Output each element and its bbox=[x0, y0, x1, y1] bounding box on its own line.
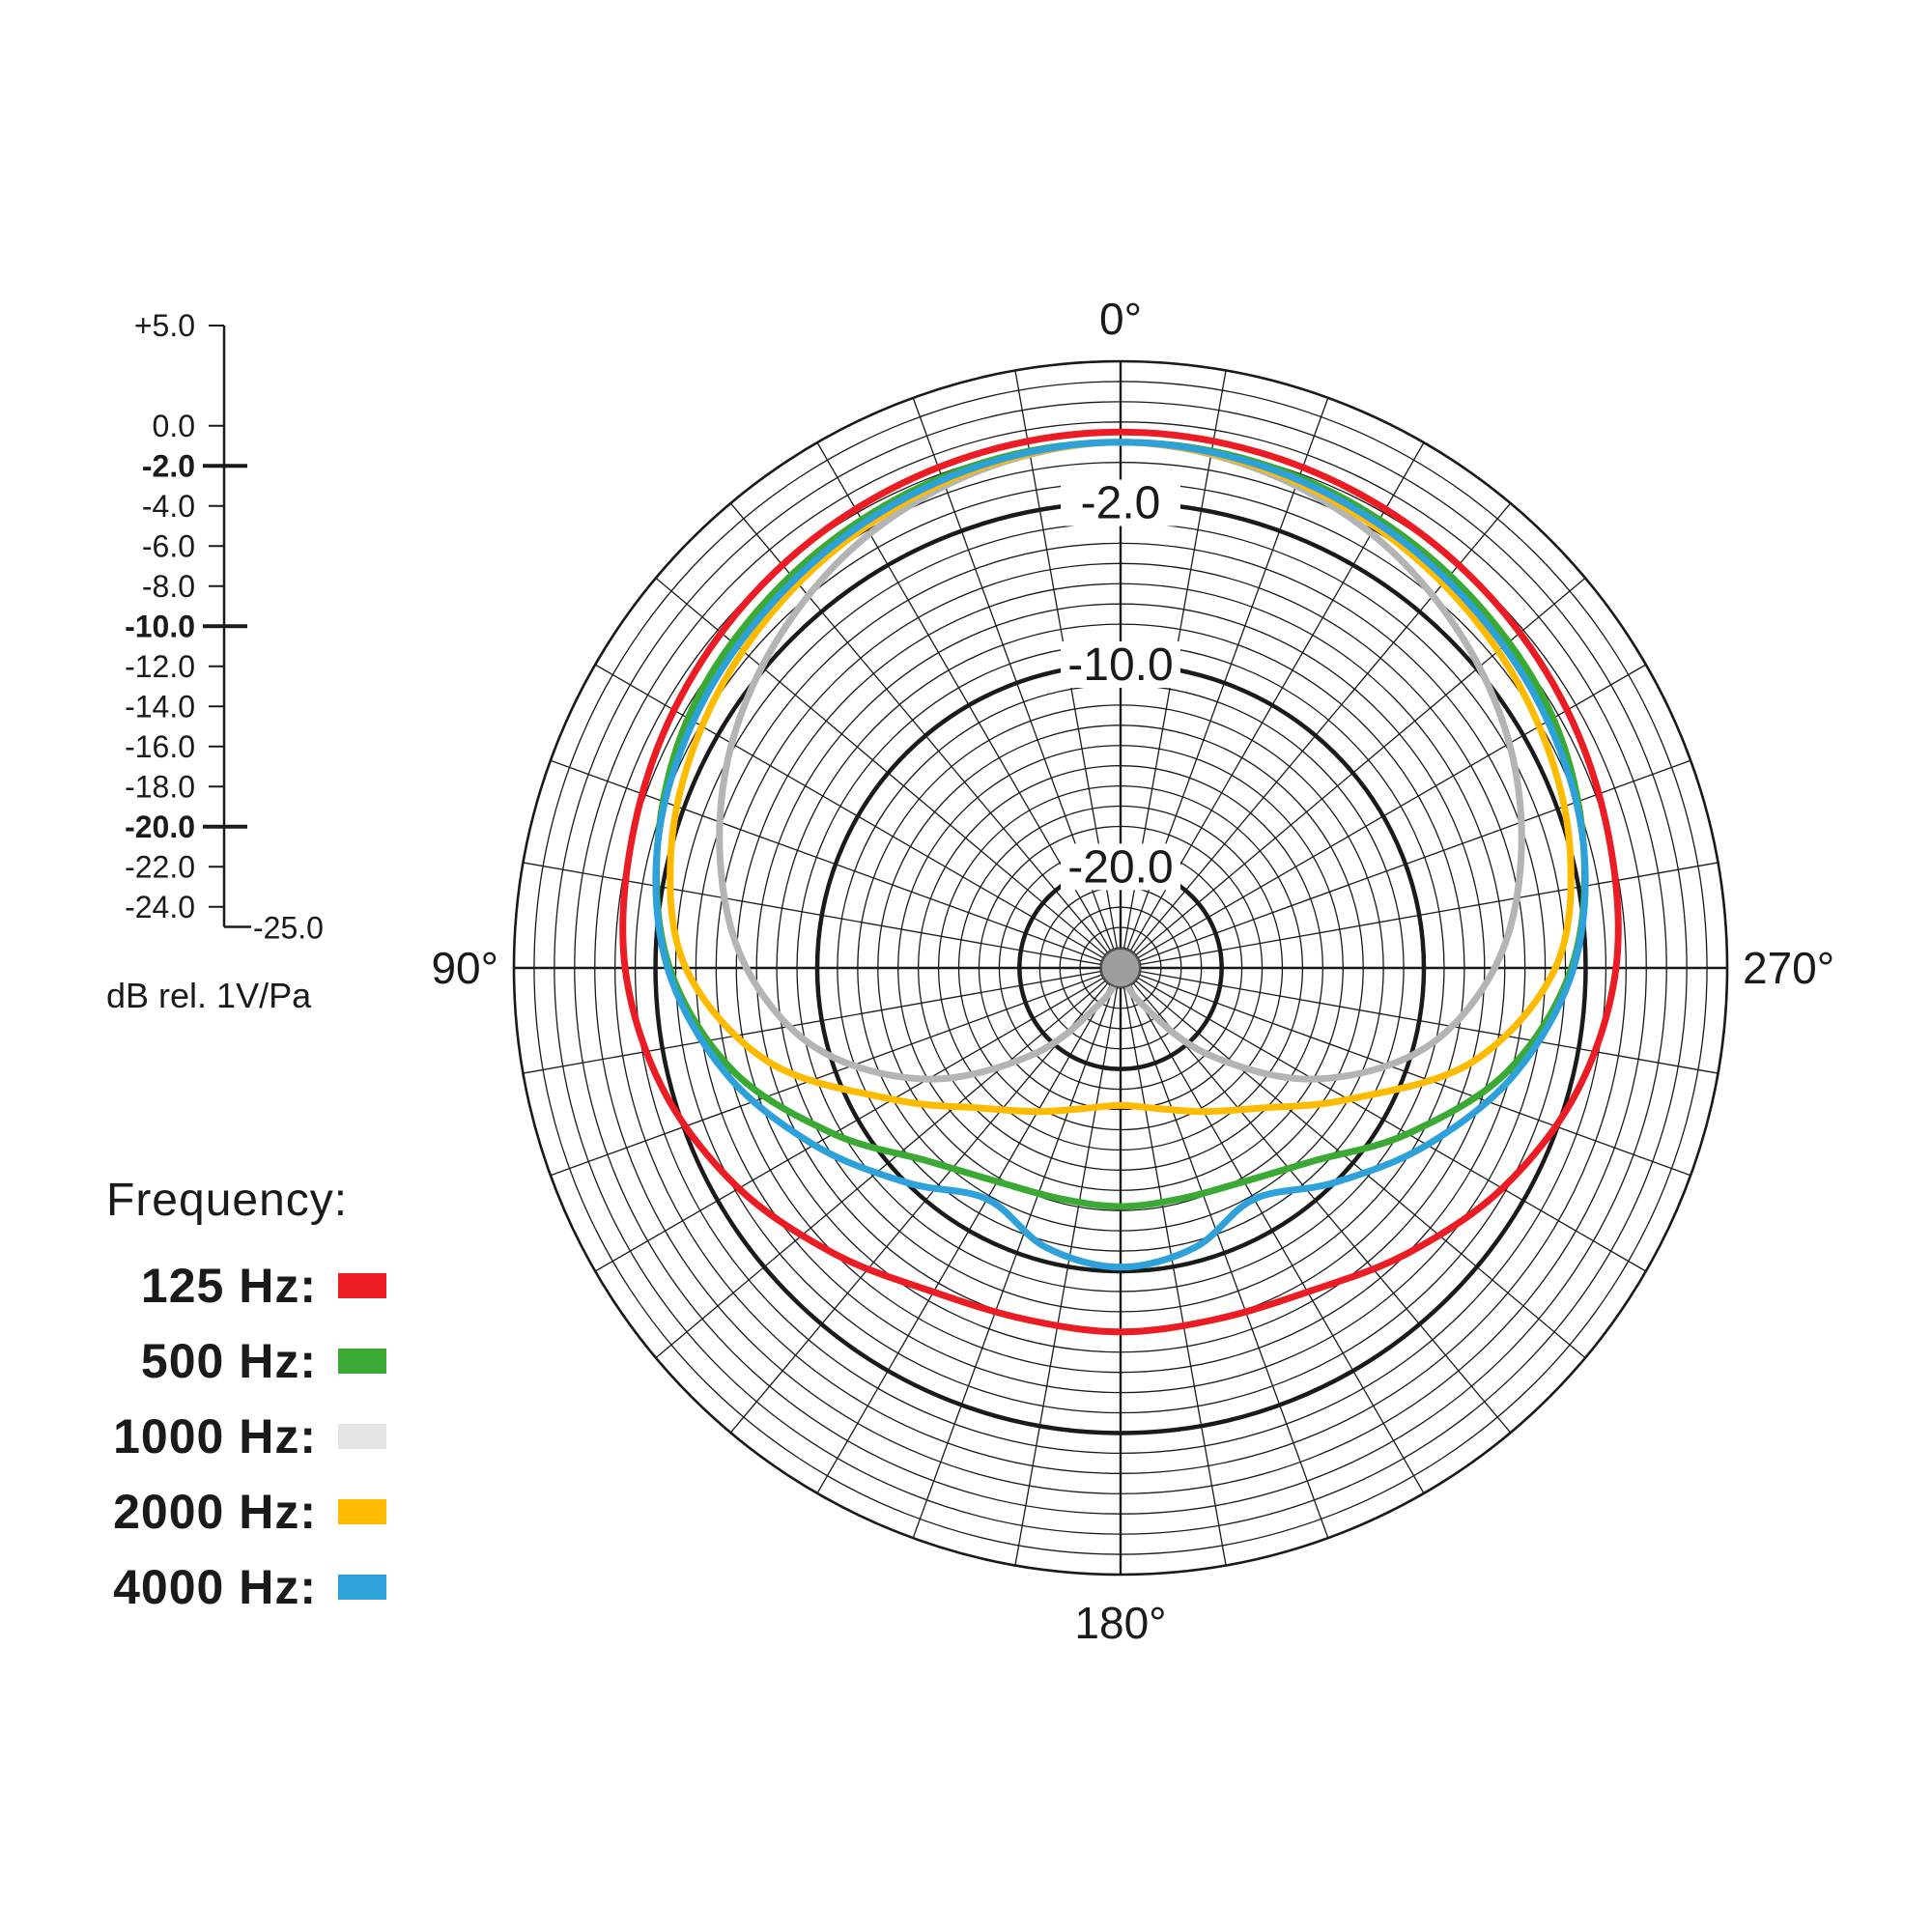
series-curve-2000hz bbox=[667, 439, 1575, 1116]
db-scale: +5.0 0.0 -2.0 -4.0 -6.0 -8.0 -10.0 -12.0 -14.0 -1… bbox=[125, 308, 324, 946]
legend-label: 1000 Hz: bbox=[113, 1409, 317, 1463]
series-curve-125hz bbox=[619, 428, 1622, 1336]
center-hub bbox=[1100, 948, 1141, 988]
legend-label: 2000 Hz: bbox=[113, 1485, 317, 1539]
ring-label-bg bbox=[1061, 479, 1180, 526]
scale-tick-label: -25.0 bbox=[253, 911, 324, 946]
angle-labels: 0° 90° 180° 270° bbox=[431, 294, 1834, 1648]
scale-tick-label: -2.0 bbox=[142, 448, 195, 483]
angle-label: 0° bbox=[1099, 294, 1142, 344]
scale-tick-label: -12.0 bbox=[125, 649, 195, 684]
angle-label: 270° bbox=[1743, 943, 1834, 993]
scale-tick-label: -6.0 bbox=[142, 528, 195, 563]
legend-item: 1000 Hz: bbox=[106, 1399, 386, 1474]
legend-item: 2000 Hz: bbox=[106, 1474, 386, 1549]
legend-swatch bbox=[338, 1273, 386, 1298]
legend-label: 4000 Hz: bbox=[113, 1560, 317, 1614]
scale-tick-label: -4.0 bbox=[142, 489, 195, 524]
scale-tick-label: -24.0 bbox=[125, 890, 195, 924]
polar-hub bbox=[1100, 948, 1141, 988]
legend-item: 125 Hz: bbox=[106, 1248, 386, 1323]
ring-label: -2.0 bbox=[1081, 478, 1161, 529]
legend-swatch bbox=[338, 1499, 386, 1524]
scale-tick-label: +5.0 bbox=[134, 308, 195, 343]
ring-label: -10.0 bbox=[1067, 639, 1173, 691]
legend-title: Frequency: bbox=[106, 1175, 349, 1226]
ring-label: -20.0 bbox=[1067, 841, 1173, 893]
ring-labels: -2.0 -10.0 -20.0 bbox=[1061, 478, 1180, 893]
legend-rows: 125 Hz: 500 Hz: 1000 Hz: 2000 Hz: 4000 Hz: bbox=[106, 1248, 386, 1625]
scale-tick-label: -10.0 bbox=[125, 609, 195, 643]
angle-label: 90° bbox=[431, 943, 498, 993]
legend-swatch bbox=[338, 1575, 386, 1600]
legend-item: 500 Hz: bbox=[106, 1323, 386, 1399]
legend-item: 4000 Hz: bbox=[106, 1549, 386, 1625]
legend-label: 125 Hz: bbox=[140, 1259, 317, 1313]
scale-tick-label: -14.0 bbox=[125, 689, 195, 724]
scale-unit-label: dB rel. 1V/Pa bbox=[106, 976, 312, 1015]
legend: Frequency: 125 Hz: 500 Hz: 1000 Hz: 2000 Hz… bbox=[106, 1174, 386, 1625]
scale-tick-label: -16.0 bbox=[125, 729, 195, 764]
legend-swatch bbox=[338, 1349, 386, 1374]
scale-tick-label: 0.0 bbox=[153, 409, 195, 443]
scale-tick-label: -8.0 bbox=[142, 569, 195, 604]
ring-label-bg bbox=[1061, 843, 1180, 891]
ring-label-bg bbox=[1061, 641, 1180, 688]
scale-tick-label: -22.0 bbox=[125, 849, 195, 884]
series-curve-500hz bbox=[653, 439, 1588, 1210]
legend-swatch bbox=[338, 1424, 386, 1449]
scale-tick-label: -20.0 bbox=[125, 810, 195, 844]
scale-tick-label: -18.0 bbox=[125, 769, 195, 804]
legend-label: 500 Hz: bbox=[140, 1334, 317, 1388]
angle-label: 180° bbox=[1074, 1598, 1166, 1648]
series-curve-4000hz bbox=[652, 439, 1589, 1271]
